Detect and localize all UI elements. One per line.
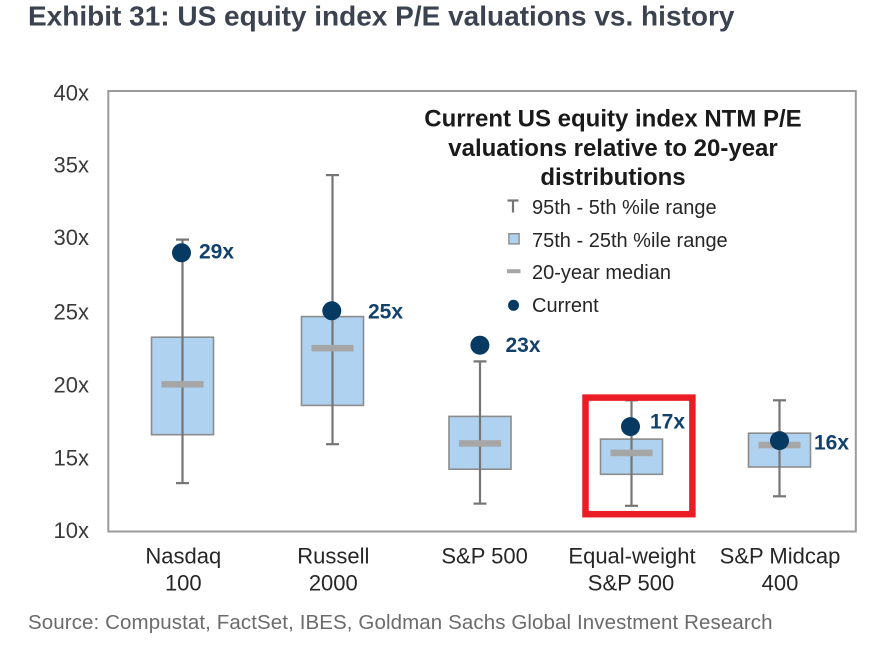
svg-text:Russell: Russell — [297, 544, 369, 569]
svg-text:25x: 25x — [54, 300, 89, 325]
svg-text:Current US equity index NTM P/: Current US equity index NTM P/E — [424, 106, 801, 133]
svg-text:29x: 29x — [199, 241, 234, 264]
svg-text:35x: 35x — [54, 153, 89, 178]
svg-text:17x: 17x — [650, 411, 685, 434]
svg-text:30x: 30x — [54, 225, 89, 250]
svg-text:100: 100 — [165, 571, 202, 596]
svg-text:25x: 25x — [368, 301, 403, 324]
svg-text:16x: 16x — [814, 432, 849, 455]
svg-text:2000: 2000 — [309, 571, 358, 596]
svg-text:Source: Compustat, FactSet, IB: Source: Compustat, FactSet, IBES, Goldma… — [28, 611, 773, 634]
svg-text:S&P Midcap: S&P Midcap — [720, 544, 841, 569]
svg-text:Exhibit 31: US equity index P/: Exhibit 31: US equity index P/E valuatio… — [28, 1, 735, 32]
svg-text:Current: Current — [532, 295, 599, 317]
svg-text:15x: 15x — [54, 446, 89, 471]
svg-text:400: 400 — [762, 571, 799, 596]
svg-text:40x: 40x — [54, 81, 89, 106]
svg-text:Equal-weight: Equal-weight — [568, 544, 695, 569]
svg-text:distributions: distributions — [540, 164, 685, 191]
svg-text:20x: 20x — [54, 373, 89, 398]
svg-text:valuations relative to 20-year: valuations relative to 20-year — [448, 135, 777, 162]
svg-text:95th - 5th %ile range: 95th - 5th %ile range — [532, 197, 717, 219]
svg-text:75th - 25th %ile range: 75th - 25th %ile range — [532, 230, 728, 252]
svg-text:S&P 500: S&P 500 — [588, 571, 674, 596]
svg-text:S&P 500: S&P 500 — [441, 544, 527, 569]
svg-text:10x: 10x — [54, 518, 89, 543]
svg-text:Nasdaq: Nasdaq — [145, 544, 221, 569]
svg-text:23x: 23x — [506, 334, 541, 357]
svg-text:20-year median: 20-year median — [532, 262, 671, 284]
